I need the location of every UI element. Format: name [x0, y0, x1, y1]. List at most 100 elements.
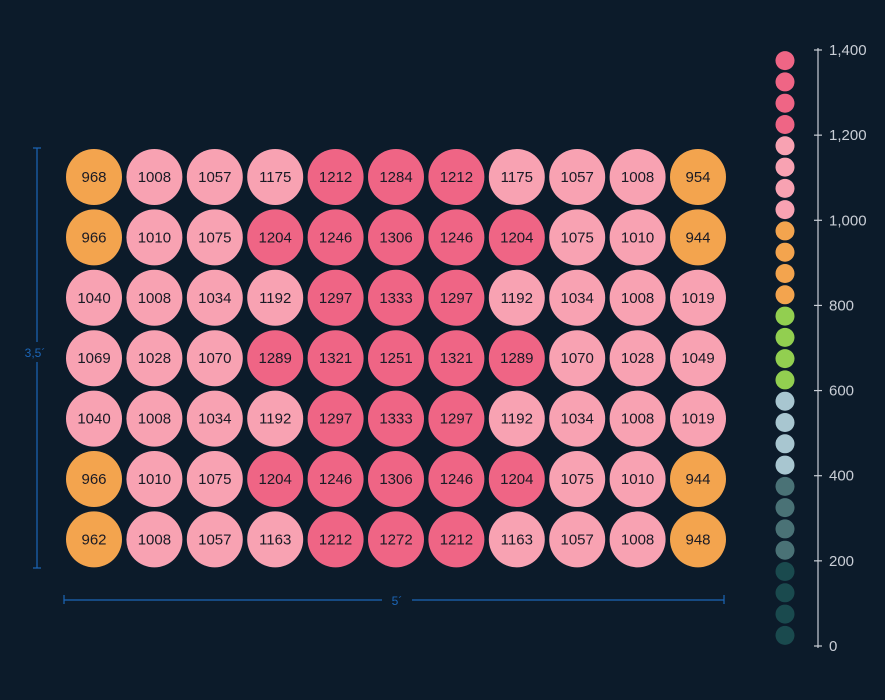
heatmap-cell: 1251 — [368, 330, 424, 387]
heatmap-cell: 1321 — [428, 330, 485, 387]
heatmap-cell-circle — [428, 451, 485, 507]
heatmap-cell-value: 1008 — [621, 411, 654, 428]
heatmap-cell-circle — [126, 149, 183, 205]
heatmap-cell-circle — [670, 149, 726, 205]
color-scale-swatch — [775, 306, 795, 326]
heatmap-cell: 1010 — [609, 451, 666, 507]
heatmap-cell-circle — [307, 269, 364, 326]
heatmap-cell-value: 1008 — [621, 290, 654, 307]
heatmap-cell-circle — [609, 209, 666, 266]
heatmap-cell-value: 1034 — [561, 411, 594, 428]
heatmap-cell-value: 1333 — [379, 290, 412, 307]
heatmap-cell-value: 1204 — [259, 471, 292, 488]
heatmap-cell-circle — [66, 330, 122, 387]
heatmap-cell-value: 1070 — [561, 350, 594, 367]
heatmap-cell: 1321 — [307, 330, 364, 387]
heatmap-cell-value: 1008 — [138, 169, 171, 186]
heatmap-cell-circle — [670, 390, 726, 447]
heatmap-cell: 1008 — [126, 390, 183, 447]
color-scale-tick-label: 0 — [829, 638, 837, 655]
heatmap-cell: 1010 — [126, 209, 183, 266]
heatmap-cell-circle — [670, 511, 726, 568]
heatmap-cell-value: 1008 — [621, 169, 654, 186]
color-scale-swatch — [775, 200, 795, 220]
heatmap-cell: 1057 — [549, 511, 606, 568]
heatmap-cell-value: 1251 — [379, 350, 412, 367]
color-scale-swatch — [775, 264, 795, 283]
heatmap-cell-value: 1075 — [198, 471, 231, 488]
heatmap-cell-value: 1057 — [561, 169, 594, 186]
heatmap-cell-circle — [66, 390, 122, 447]
heatmap-cell-value: 1049 — [681, 350, 714, 367]
heatmap-cell: 1297 — [307, 390, 364, 447]
heatmap-cell-circle — [186, 149, 243, 205]
heatmap-cell: 1075 — [186, 209, 243, 266]
heatmap-cell: 1057 — [549, 149, 606, 205]
heatmap-cell: 1040 — [66, 390, 122, 447]
color-scale-swatch — [775, 413, 795, 432]
heatmap-cell-value: 1069 — [77, 350, 110, 367]
heatmap-cell-circle — [488, 149, 545, 205]
heatmap-cell-value: 944 — [685, 229, 710, 246]
heatmap-cell: 1306 — [368, 209, 424, 266]
heatmap-cell-value: 1284 — [379, 169, 412, 186]
heatmap-cell: 1034 — [186, 390, 243, 447]
heatmap-cell-circle — [488, 511, 545, 568]
heatmap-cell: 944 — [670, 451, 726, 507]
color-scale-swatch — [775, 178, 795, 198]
heatmap-cell-value: 1192 — [259, 290, 291, 307]
heatmap-cell-value: 1163 — [259, 531, 291, 548]
heatmap-cell: 1246 — [428, 451, 485, 507]
color-scale-swatch — [775, 455, 795, 475]
heatmap-cell-circle — [126, 511, 183, 568]
heatmap-cell-value: 1028 — [621, 350, 654, 367]
heatmap-cell-circle — [368, 390, 424, 447]
heatmap-cell: 1070 — [186, 330, 243, 387]
heatmap-cell: 1075 — [549, 209, 606, 266]
heatmap-cell: 1192 — [247, 269, 304, 326]
heatmap-cell-circle — [609, 149, 666, 205]
heatmap-cell: 1284 — [368, 149, 424, 205]
heatmap-cell-value: 962 — [81, 531, 106, 548]
color-scale-swatch — [775, 370, 795, 390]
heatmap-cell-value: 1075 — [561, 471, 594, 488]
heatmap-cell-circle — [247, 269, 304, 326]
heatmap-cell-value: 1204 — [500, 229, 533, 246]
heatmap-cell-value: 968 — [81, 169, 106, 186]
color-scale-swatch — [775, 72, 795, 92]
color-scale-tick-label: 1,000 — [829, 212, 867, 229]
heatmap-cell-circle — [368, 149, 424, 205]
heatmap-cell-value: 1175 — [259, 169, 291, 186]
heatmap-cell-circle — [247, 451, 304, 507]
heatmap-cell-value: 1297 — [440, 290, 473, 307]
heatmap-cell: 1008 — [609, 511, 666, 568]
heatmap-cell-value: 966 — [81, 471, 106, 488]
heatmap-cell: 1010 — [609, 209, 666, 266]
heatmap-cell-circle — [488, 390, 545, 447]
heatmap-cell-value: 1204 — [259, 229, 292, 246]
heatmap-cell-circle — [488, 330, 545, 387]
heatmap-cell-circle — [186, 451, 243, 507]
color-scale-tick-label: 800 — [829, 297, 854, 314]
color-scale-swatch — [775, 476, 795, 496]
heatmap-cell-circle — [609, 451, 666, 507]
heatmap-cell: 1008 — [126, 269, 183, 326]
heatmap-cell-circle — [307, 330, 364, 387]
heatmap-cell: 944 — [670, 209, 726, 266]
heatmap-cell-circle — [368, 451, 424, 507]
heatmap-cell-value: 1040 — [77, 290, 110, 307]
color-scale-swatch — [775, 349, 795, 369]
color-scale-swatch — [775, 285, 795, 305]
heatmap-cell: 1297 — [307, 269, 364, 326]
heatmap-cell-circle — [670, 209, 726, 266]
color-scale-swatch — [775, 519, 795, 539]
heatmap-grid: 968 1008 1057 1175 1212 1284 1212 1175 1057 1008 9… — [66, 149, 726, 568]
heatmap-cell-circle — [247, 209, 304, 266]
heatmap-cell-value: 1289 — [500, 350, 533, 367]
heatmap-cell-value: 1212 — [319, 169, 352, 186]
heatmap-cell: 954 — [670, 149, 726, 205]
heatmap-cell: 1163 — [488, 511, 545, 568]
color-scale-swatch — [775, 625, 795, 645]
heatmap-cell-circle — [670, 451, 726, 507]
color-scale-tick-label: 1,200 — [829, 127, 867, 144]
